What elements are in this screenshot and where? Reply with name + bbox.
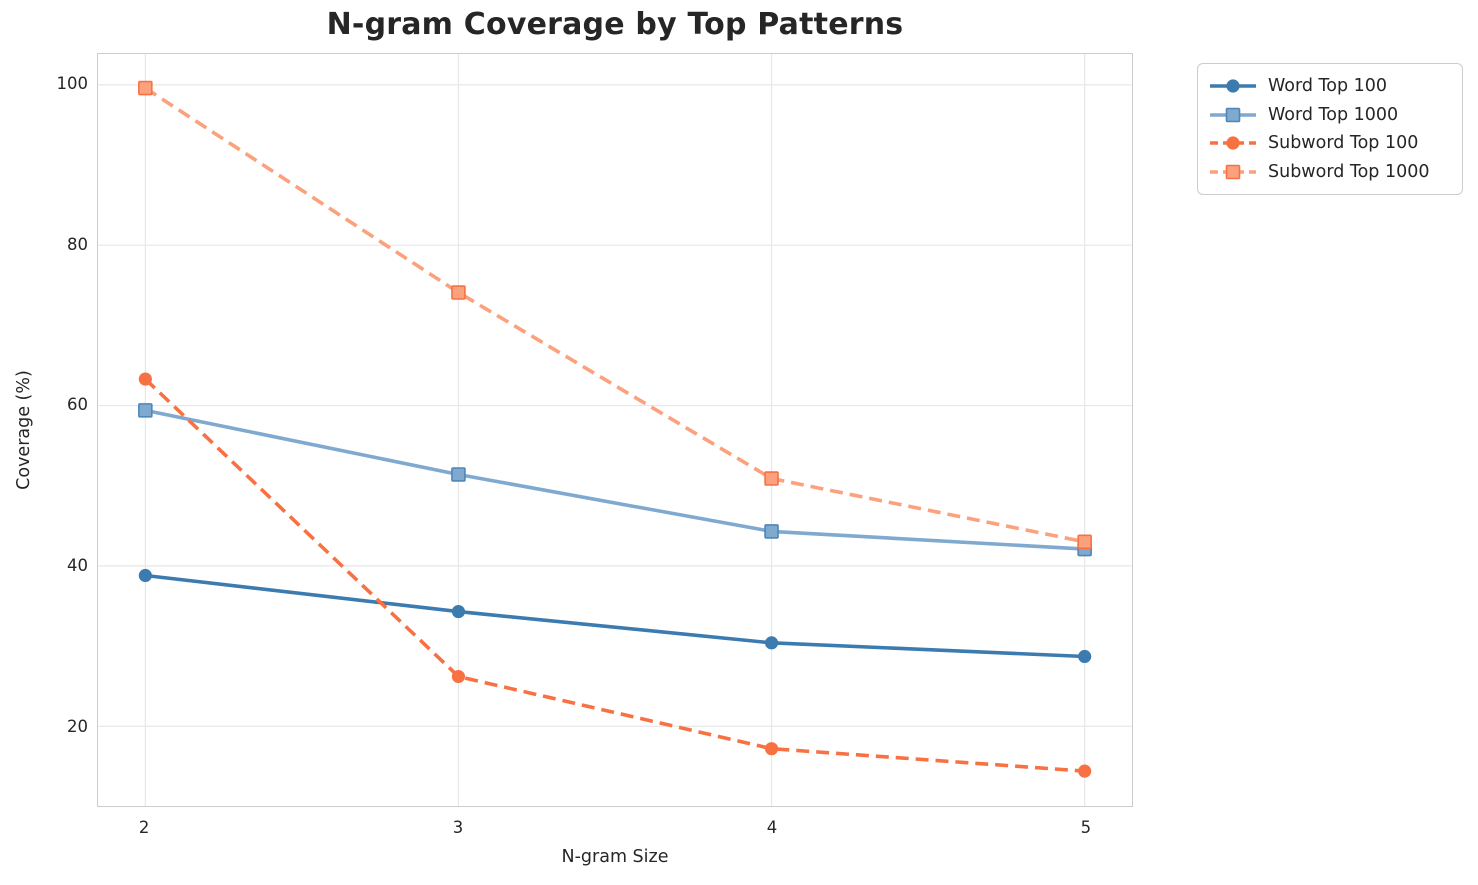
legend-marker-sample xyxy=(1225,107,1241,123)
x-tick-label: 5 xyxy=(1080,818,1092,837)
legend-item-word-top-100: Word Top 100 xyxy=(1209,72,1452,101)
data-point-subword-top-100 xyxy=(1078,764,1092,778)
y-tick-label: 80 xyxy=(67,234,88,254)
series-line-subword-top-100 xyxy=(144,377,1085,773)
legend-label: Subword Top 100 xyxy=(1268,133,1419,154)
y-tick-label: 60 xyxy=(67,395,88,415)
legend-marker-subword-top-100 xyxy=(1210,136,1256,150)
legend-marker-subword-top-1000 xyxy=(1210,164,1256,180)
series-line-word-top-100 xyxy=(145,573,1085,659)
series-line-subword-top-1000 xyxy=(144,86,1086,544)
y-tick-label: 20 xyxy=(67,717,88,737)
x-axis-label: N-gram Size xyxy=(561,847,669,867)
legend-marker-word-top-1000 xyxy=(1210,107,1256,123)
legend-label: Word Top 1000 xyxy=(1268,104,1399,125)
data-point-subword-top-100 xyxy=(764,742,779,756)
data-point-subword-top-100 xyxy=(451,669,466,684)
y-axis-label: Coverage (%) xyxy=(14,370,34,490)
data-point-word-top-1000 xyxy=(451,467,466,482)
plot-area xyxy=(97,53,1133,807)
legend-label: Word Top 100 xyxy=(1268,76,1388,97)
data-point-word-top-100 xyxy=(138,568,152,583)
data-point-subword-top-1000 xyxy=(764,471,779,486)
series-line-word-top-1000 xyxy=(144,408,1085,551)
legend-label: Subword Top 1000 xyxy=(1268,161,1430,182)
legend-marker-sample xyxy=(1225,164,1241,180)
legend-marker-word-top-100 xyxy=(1210,79,1256,93)
chart-title: N-gram Coverage by Top Patterns xyxy=(326,7,904,42)
x-tick-label: 4 xyxy=(766,818,778,837)
data-point-word-top-1000 xyxy=(764,524,779,539)
legend-item-word-top-1000: Word Top 1000 xyxy=(1209,101,1452,130)
data-point-subword-top-1000 xyxy=(1077,534,1092,550)
data-point-word-top-100 xyxy=(764,636,779,650)
x-tick-label: 2 xyxy=(138,818,150,837)
y-tick-label: 100 xyxy=(56,73,89,93)
chart-canvas xyxy=(98,54,1132,806)
data-point-subword-top-1000 xyxy=(138,80,153,96)
data-point-word-top-100 xyxy=(451,605,466,619)
data-point-word-top-1000 xyxy=(138,403,153,418)
legend-item-subword-top-1000: Subword Top 1000 xyxy=(1209,158,1452,187)
data-point-word-top-100 xyxy=(1078,649,1092,664)
legend-marker-sample xyxy=(1226,136,1240,150)
legend-marker-sample xyxy=(1226,79,1240,93)
legend-item-subword-top-100: Subword Top 100 xyxy=(1209,129,1452,158)
y-tick-label: 40 xyxy=(67,556,88,576)
legend: Word Top 100 Word Top 1000 Subword Top 100… xyxy=(1197,63,1463,195)
data-point-subword-top-100 xyxy=(138,372,152,386)
x-tick-label: 3 xyxy=(452,818,464,837)
data-point-subword-top-1000 xyxy=(451,285,466,300)
